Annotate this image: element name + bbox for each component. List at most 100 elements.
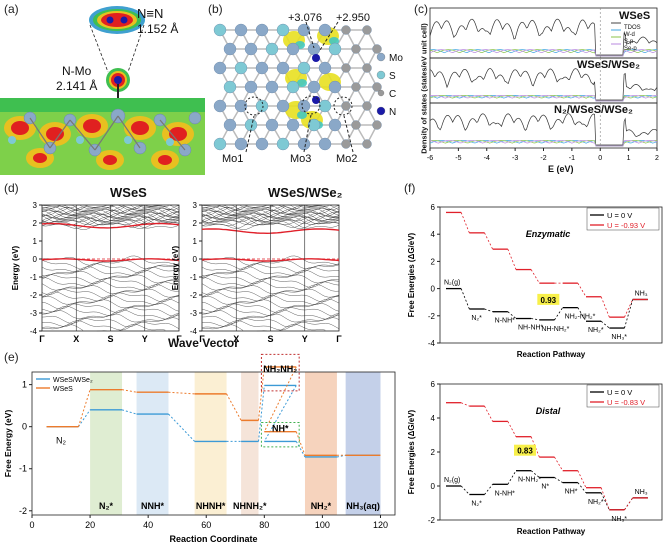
charge-depletion-lobe: [297, 111, 307, 119]
species-label: N₂(g): [444, 280, 460, 287]
enzymatic-chart: 6 4 2 0 -2 -4 Reaction Pathway Free Energies (Δ…: [407, 203, 663, 359]
species-label: NH-NH₂*: [541, 326, 569, 333]
lattice-atom: [341, 63, 351, 73]
charge-arrow: [305, 21, 315, 49]
energy-connector: [295, 431, 306, 456]
y-tick-label: -2: [428, 516, 436, 525]
energy-connector: [577, 282, 587, 297]
highlight-value: 0.93: [541, 296, 557, 305]
energy-connector: [484, 232, 494, 250]
energy-connector: [295, 441, 306, 458]
y-tick-label: 1: [22, 380, 27, 390]
lattice-atom: [328, 80, 342, 94]
dos-title-n2-wses-wse2: N₂/WSeS/WSe₂: [554, 104, 633, 116]
species-label: NH₃*: [611, 516, 627, 523]
species-label: N-NH₂*: [518, 477, 541, 484]
charge-depletion-lobe: [297, 79, 307, 87]
legend-mo: Mo: [389, 53, 403, 64]
energy-connector: [460, 288, 470, 310]
lattice-atom: [255, 61, 269, 75]
species-label: N-NH*: [495, 318, 515, 325]
band-ytick-label: -4: [190, 327, 198, 336]
intermediate-band: [241, 372, 259, 515]
species-label: N₂*: [471, 501, 482, 508]
surface-slab: [0, 98, 205, 175]
pdos-curve: [429, 140, 658, 147]
n-mo-bond-length: 2.141 Å: [56, 79, 98, 93]
energy-connector: [600, 296, 610, 318]
lattice-atom: [341, 139, 351, 149]
legend-tdos: TDOS: [624, 25, 641, 31]
legend-label: U = 0 V: [607, 211, 632, 220]
species-label: NH₃*: [611, 334, 627, 341]
charge-label-1: +3.076: [288, 12, 322, 24]
band-ytick-label: 3: [33, 201, 38, 210]
energy-connector: [624, 299, 634, 318]
dos-title-wses-wse2: WSeS/WSe₂: [577, 59, 640, 71]
energy-connector: [263, 366, 297, 432]
site-label-mo3: Mo3: [290, 153, 312, 165]
pdos-curve: [429, 95, 658, 102]
species-label: NH-NH*: [518, 325, 544, 332]
y-tick-label: 4: [431, 414, 436, 423]
lattice-atom: [213, 23, 227, 37]
x-tick-label: 80: [259, 520, 269, 530]
bands-title-wses-wse2: WSeS/WSe₂: [268, 185, 343, 200]
pdos-curve: [429, 49, 658, 57]
kpoint-label: Γ: [336, 334, 342, 344]
tdos-curve: [429, 113, 658, 146]
energy-connector: [531, 318, 540, 321]
y-tick-label: 6: [431, 380, 436, 389]
legend-se-p: Se-p: [624, 46, 637, 52]
x-tick-label: 0: [29, 520, 34, 530]
dos-xtick-label: -1: [569, 155, 575, 162]
energy-connector: [484, 308, 493, 313]
energy-connector: [461, 402, 470, 407]
panel-c-dos: -6 -5 -4 -3 -2 -1 0 1 2 Density of states (state…: [414, 0, 667, 178]
y-axis-label: Free Energy (eV): [3, 410, 13, 478]
legend-box: [586, 207, 660, 231]
y-tick-label: 2: [431, 448, 436, 457]
legend-marker: [377, 89, 385, 97]
y-tick-label: -2: [19, 506, 27, 516]
chart-title: Enzymatic: [526, 229, 571, 239]
dos-plot: -6 -5 -4 -3 -2 -1 0 1 2: [427, 7, 659, 162]
lattice-atom: [213, 99, 227, 113]
nitrogen-atom: [312, 54, 320, 62]
energy-connector: [226, 393, 242, 421]
band-ytick-label: -3: [190, 309, 198, 318]
lattice-atom: [297, 23, 311, 37]
lattice-atom: [307, 42, 321, 56]
site-arrow: [245, 115, 255, 153]
lattice-atom: [223, 42, 237, 56]
lattice-atom: [372, 44, 382, 54]
energy-connector: [577, 307, 587, 322]
x-tick-label: 120: [373, 520, 388, 530]
dos-xlabel: E (eV): [548, 164, 574, 174]
highlight-value: 0.83: [517, 447, 533, 456]
site-label-mo2: Mo2: [336, 153, 358, 165]
lattice-atom: [244, 42, 258, 56]
band-ylabel: Energy (eV): [11, 245, 20, 290]
panel-label-c: (c): [414, 2, 428, 16]
lattice-atom: [234, 23, 248, 37]
lattice-atom: [341, 101, 351, 111]
energy-connector: [600, 492, 610, 510]
lattice-atom: [307, 118, 321, 132]
dos-ylabel: Density of states (states/eV unit cell): [419, 23, 429, 154]
band-ytick-label: 0: [193, 255, 198, 264]
nh2nh2-box: [260, 353, 300, 392]
lattice-atom: [351, 44, 361, 54]
lattice-atom: [328, 42, 342, 56]
dos-xtick-label: 0: [598, 155, 602, 162]
y-tick-label: -2: [428, 312, 436, 321]
panel-f-enzymatic: 6 4 2 0 -2 -4 Reaction Pathway Free Energies (Δ…: [404, 195, 667, 365]
legend-c: C: [389, 89, 397, 100]
site-arrow: [343, 115, 354, 153]
kpoint-label: S: [107, 334, 113, 344]
y-tick-label: -4: [428, 339, 436, 348]
intermediate-label: NH₂*: [311, 501, 332, 511]
site-label-mo1: Mo1: [222, 153, 244, 165]
highlight-box: [537, 293, 560, 305]
energy-connector: [258, 385, 265, 442]
